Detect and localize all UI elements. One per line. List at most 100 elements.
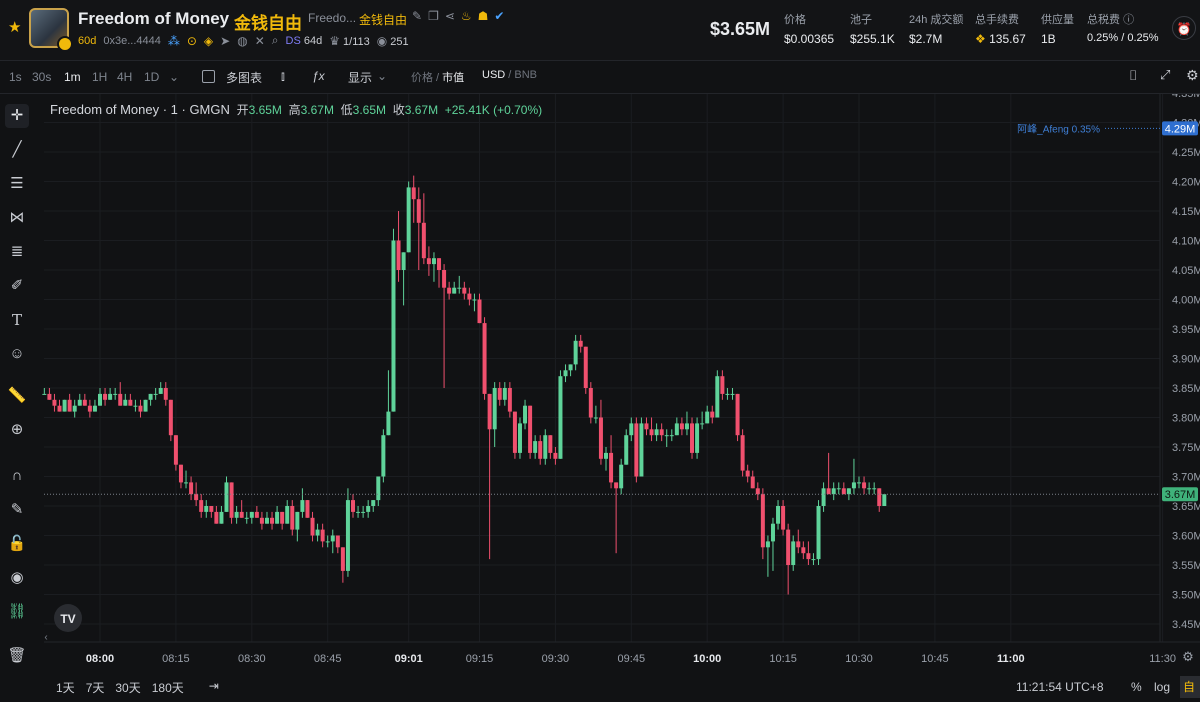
candle-body xyxy=(234,511,239,518)
lock-icon[interactable]: 🔓 xyxy=(7,535,27,552)
candle xyxy=(502,382,507,406)
chart-toolbar: 1s 30s 1m 1H 4H 1D ⌄ 多图表 ⫾ ƒx 显示 ⌄ 价格 / … xyxy=(0,61,1200,94)
candle-body xyxy=(178,464,183,483)
eye-icon[interactable]: ◉ xyxy=(10,569,24,586)
pump-icon[interactable]: ◍ xyxy=(237,33,248,48)
fib-icon[interactable]: ≣ xyxy=(10,243,24,260)
favorite-star-icon[interactable]: ★ xyxy=(8,19,22,36)
dexscreener-badge[interactable]: DS 64d xyxy=(286,35,323,47)
candle-body xyxy=(649,429,654,436)
help-icon[interactable]: ⓘ xyxy=(1123,14,1135,26)
text-tool-icon[interactable]: T xyxy=(11,311,22,329)
timeframe-1h[interactable]: 1H xyxy=(92,70,108,84)
trend-line-icon[interactable]: ╱ xyxy=(12,141,22,158)
horizontal-lines-icon[interactable]: ☰ xyxy=(10,175,24,192)
candle xyxy=(173,435,178,471)
price-mcap-toggle[interactable]: 价格 / 市值 xyxy=(411,72,465,84)
pattern-icon[interactable]: ⋈ xyxy=(9,209,25,226)
candle-body xyxy=(330,535,335,542)
mcap-toggle-label[interactable]: 市值 xyxy=(442,72,465,84)
candle-body xyxy=(507,388,512,412)
share-icon[interactable]: ⋖ xyxy=(444,9,455,23)
candle-body xyxy=(345,500,350,571)
edit-icon[interactable]: ✎ xyxy=(412,9,423,23)
candle-body xyxy=(128,399,133,406)
x-icon[interactable]: ✕ xyxy=(254,33,265,48)
token-address[interactable]: 0x3e...4444 xyxy=(103,34,161,47)
camera-icon[interactable]: ⌷ xyxy=(1129,67,1138,83)
candle xyxy=(163,382,168,406)
fullscreen-icon[interactable]: ⤢ xyxy=(1160,67,1171,82)
telegram-icon[interactable]: ➤ xyxy=(220,33,231,48)
candle xyxy=(786,523,791,595)
draw-lock-icon[interactable]: ✎ xyxy=(10,501,24,518)
timeframe-1d[interactable]: 1D xyxy=(144,70,160,84)
candle-body xyxy=(497,388,502,400)
y-tick-label: 4.00M xyxy=(1172,295,1200,307)
range-7d[interactable]: 7天 xyxy=(85,681,105,695)
alert-bell-icon[interactable]: ⏰ xyxy=(1172,16,1196,40)
candle xyxy=(381,429,386,483)
goto-date-icon[interactable]: ⇥ xyxy=(208,679,219,693)
price-chart[interactable]: 4.35M4.30M4.25M4.20M4.15M4.10M4.05M4.00M… xyxy=(0,94,1200,702)
stat-pool: 池子 $255.1K xyxy=(850,11,895,46)
stat-price: 价格 $0.00365 xyxy=(784,11,834,46)
zoom-in-icon[interactable]: ⊕ xyxy=(10,421,24,438)
candle xyxy=(300,488,305,518)
range-180d[interactable]: 180天 xyxy=(151,681,184,695)
link-icon[interactable]: ⛓ xyxy=(7,603,27,620)
quote-toggle[interactable]: USD / BNB xyxy=(482,69,538,81)
candle xyxy=(153,388,158,400)
candle-body xyxy=(538,441,543,459)
candle-body xyxy=(305,500,310,518)
chart-clock[interactable]: 11:21:54 UTC+8 xyxy=(1016,680,1104,694)
log-scale-toggle[interactable]: log xyxy=(1154,680,1171,694)
legend-close-label: 收 xyxy=(392,103,405,117)
display-chevron-icon[interactable]: ⌄ xyxy=(377,69,388,83)
candle-body xyxy=(811,559,816,561)
candle-body xyxy=(629,423,634,436)
crosshair-icon[interactable]: ✛ xyxy=(5,104,29,128)
ruler-icon[interactable]: 📏 xyxy=(7,387,27,404)
search-icon[interactable]: ⌕ xyxy=(271,33,279,47)
quote-bnb-label[interactable]: BNB xyxy=(514,69,538,81)
settings-gear-icon[interactable]: ⚙ xyxy=(1186,67,1199,83)
timeframe-1m[interactable]: 1m xyxy=(64,70,81,84)
candle-body xyxy=(123,399,128,406)
candle xyxy=(189,476,194,501)
emoji-icon[interactable]: ☺ xyxy=(9,345,25,362)
candle xyxy=(755,482,760,501)
quote-usd-label[interactable]: USD xyxy=(482,69,506,81)
multi-chart-checkbox[interactable] xyxy=(202,70,215,83)
candle xyxy=(98,388,102,406)
trash-icon[interactable]: 🗑 xyxy=(7,647,27,664)
candle-body xyxy=(224,482,229,512)
timeframe-4h[interactable]: 4H xyxy=(117,70,133,84)
x-tick-label: 08:30 xyxy=(238,653,266,665)
multi-chart-label[interactable]: 多图表 xyxy=(226,71,263,85)
indicators-icon[interactable]: ƒx xyxy=(312,69,325,83)
percent-scale-toggle[interactable]: % xyxy=(1131,680,1142,694)
price-toggle-label[interactable]: 价格 xyxy=(411,72,433,84)
candle xyxy=(92,399,97,412)
candle xyxy=(47,388,52,400)
candle xyxy=(426,246,431,276)
display-menu[interactable]: 显示 xyxy=(348,71,373,85)
brush-icon[interactable]: ✐ xyxy=(10,277,24,294)
auto-scale-toggle[interactable]: 自动 xyxy=(1180,676,1200,698)
candle xyxy=(619,458,624,495)
candle-body xyxy=(857,482,861,484)
candle-type-icon[interactable]: ⫾ xyxy=(281,69,285,83)
copy-icon[interactable]: ❐ xyxy=(428,9,439,23)
timeframe-dropdown-icon[interactable]: ⌄ xyxy=(169,70,180,84)
timeframe-1s[interactable]: 1s xyxy=(9,70,22,84)
magnet-icon[interactable]: ∩ xyxy=(11,467,23,484)
candle xyxy=(679,417,684,436)
range-1d[interactable]: 1天 xyxy=(56,681,75,695)
token-title: Freedom of Money xyxy=(78,9,230,28)
timeframe-30s[interactable]: 30s xyxy=(32,70,52,84)
collapse-tools-icon[interactable]: ‹ xyxy=(44,632,48,643)
candle-body xyxy=(826,488,831,495)
range-30d[interactable]: 30天 xyxy=(115,681,141,695)
drawing-toolbar: ✛ ╱ ☰ ⋈ ≣ ✐ T ☺ 📏 ⊕ ∩ ✎ 🔓 ◉ ⛓ 🗑 ‹ xyxy=(0,94,48,674)
